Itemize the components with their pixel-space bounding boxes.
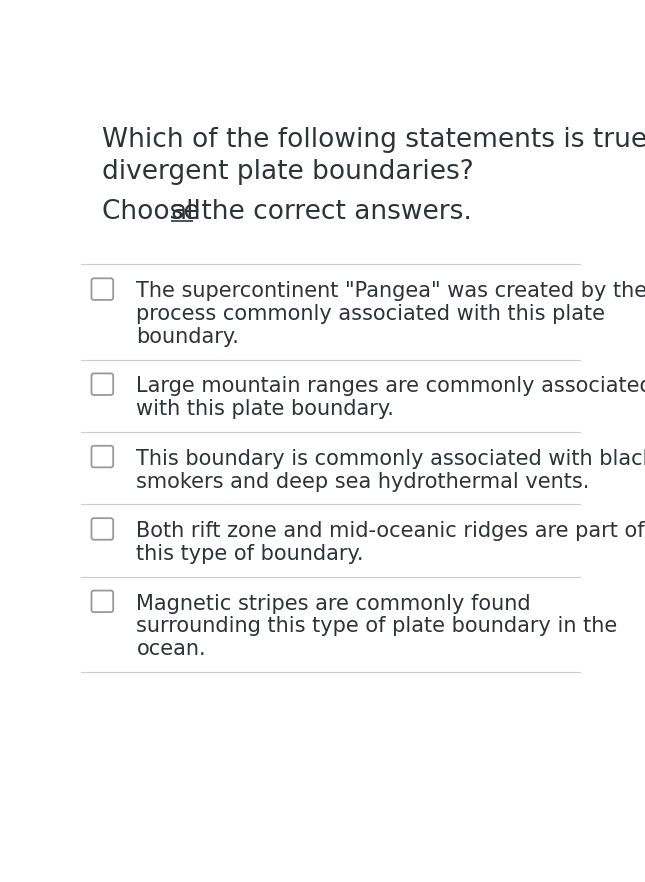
Text: boundary.: boundary. (137, 327, 239, 347)
FancyBboxPatch shape (92, 518, 113, 540)
Text: The supercontinent "Pangea" was created by the: The supercontinent "Pangea" was created … (137, 281, 645, 302)
Text: divergent plate boundaries?: divergent plate boundaries? (103, 159, 474, 185)
FancyBboxPatch shape (92, 279, 113, 300)
Text: surrounding this type of plate boundary in the: surrounding this type of plate boundary … (137, 617, 618, 636)
Text: Large mountain ranges are commonly associated: Large mountain ranges are commonly assoc… (137, 377, 645, 397)
FancyBboxPatch shape (92, 445, 113, 467)
Text: all: all (170, 199, 201, 225)
Text: Which of the following statements is true about: Which of the following statements is tru… (103, 127, 645, 153)
Text: Magnetic stripes are commonly found: Magnetic stripes are commonly found (137, 594, 531, 614)
Text: smokers and deep sea hydrothermal vents.: smokers and deep sea hydrothermal vents. (137, 472, 590, 491)
Text: the correct answers.: the correct answers. (193, 199, 471, 225)
Text: Choose: Choose (103, 199, 208, 225)
Text: process commonly associated with this plate: process commonly associated with this pl… (137, 304, 606, 324)
FancyBboxPatch shape (92, 591, 113, 612)
Text: This boundary is commonly associated with black: This boundary is commonly associated wit… (137, 449, 645, 469)
Text: ocean.: ocean. (137, 639, 206, 659)
Text: with this plate boundary.: with this plate boundary. (137, 400, 394, 419)
Text: this type of boundary.: this type of boundary. (137, 544, 364, 564)
FancyBboxPatch shape (92, 373, 113, 395)
Text: Both rift zone and mid-oceanic ridges are part of: Both rift zone and mid-oceanic ridges ar… (137, 521, 645, 542)
